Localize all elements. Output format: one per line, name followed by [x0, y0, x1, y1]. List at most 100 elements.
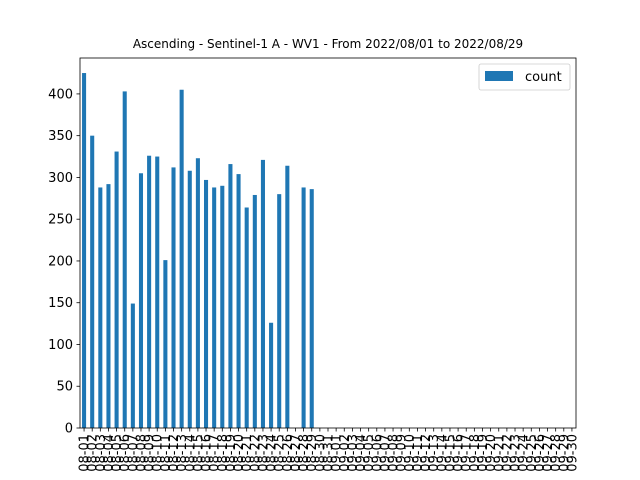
bar-08-12 — [171, 167, 176, 428]
x-tick-label: 08-03 — [94, 434, 109, 472]
y-tick-label: 50 — [56, 380, 73, 395]
x-tick-label: 09-02 — [338, 434, 353, 472]
x-tick-label: 08-20 — [232, 434, 247, 472]
x-tick-label: 09-26 — [533, 434, 548, 472]
legend-swatch — [485, 71, 513, 81]
x-tick-label: 08-13 — [175, 434, 190, 472]
y-tick-label: 100 — [48, 338, 73, 353]
bar-08-17 — [212, 187, 217, 428]
bar-08-28 — [301, 187, 306, 428]
x-tick-label: 09-05 — [362, 434, 377, 472]
x-tick-label: 08-17 — [208, 434, 223, 472]
legend: count — [478, 63, 571, 91]
y-tick-label: 350 — [48, 129, 73, 144]
x-tick-label: 08-30 — [313, 434, 328, 472]
x-tick-label: 08-09 — [143, 434, 158, 472]
bar-08-07 — [130, 303, 135, 428]
bar-08-20 — [236, 174, 241, 428]
x-tick-label: 08-23 — [256, 434, 271, 472]
x-tick-label: 08-19 — [224, 434, 239, 472]
bar-08-01 — [82, 73, 87, 428]
y-tick-label: 300 — [48, 171, 73, 186]
legend-label: count — [525, 70, 562, 85]
x-tick-label: 09-07 — [378, 434, 393, 472]
bar-08-10 — [155, 156, 160, 428]
x-tick-label: 09-14 — [435, 434, 450, 472]
x-tick-label: 09-21 — [492, 434, 507, 472]
x-tick-label: 08-29 — [305, 434, 320, 472]
x-tick-label: 09-18 — [468, 434, 483, 472]
x-tick-label: 09-15 — [443, 434, 458, 472]
x-tick-label: 08-11 — [159, 434, 174, 472]
x-tick-label: 08-08 — [134, 434, 149, 472]
bar-08-03 — [98, 187, 103, 428]
bar-08-29 — [309, 189, 314, 428]
x-tick-label: 09-04 — [354, 434, 369, 472]
x-tick-label: 09-25 — [525, 434, 540, 472]
x-tick-label: 09-27 — [541, 434, 556, 472]
x-tick-label: 09-10 — [403, 434, 418, 472]
y-tick-label: 250 — [48, 213, 73, 228]
bar-08-04 — [106, 184, 111, 428]
y-tick-label: 400 — [48, 87, 73, 102]
x-tick-label: 08-07 — [126, 434, 141, 472]
x-tick-label: 08-28 — [297, 434, 312, 472]
x-tick-label: 09-24 — [517, 434, 532, 472]
x-tick-label: 08-25 — [273, 434, 288, 472]
x-tick-label: 08-15 — [191, 434, 206, 472]
x-tick-label: 09-13 — [427, 434, 442, 472]
x-tick-label: 08-14 — [183, 434, 198, 472]
bar-08-21 — [244, 207, 249, 428]
x-tick-label: 09-17 — [460, 434, 475, 472]
bar-08-14 — [187, 170, 192, 428]
bars-group — [82, 73, 314, 429]
bar-08-08 — [138, 173, 144, 428]
legend-box — [478, 63, 571, 91]
chart-title: Ascending - Sentinel-1 A - WV1 - From 20… — [133, 37, 523, 51]
x-tick-label: 09-29 — [557, 434, 572, 472]
y-axis-ticks: 0 50 100 150 200 250 300 350 400 — [48, 87, 80, 437]
bar-08-18 — [220, 185, 225, 428]
bar-08-25 — [277, 194, 282, 428]
x-tick-label: 08-22 — [248, 434, 263, 472]
x-tick-label: 09-06 — [370, 434, 385, 472]
bar-08-23 — [260, 159, 265, 428]
x-tick-label: 09-20 — [484, 434, 499, 472]
x-tick-label: 09-12 — [419, 434, 434, 472]
bar-08-24 — [269, 322, 274, 428]
x-tick-label: 08-10 — [151, 434, 166, 472]
x-tick-label: 09-01 — [330, 434, 345, 472]
x-tick-label: 08-18 — [216, 434, 231, 472]
bar-08-22 — [252, 194, 257, 428]
bar-08-26 — [285, 165, 290, 428]
bar-08-19 — [228, 164, 233, 428]
bar-08-13 — [179, 89, 184, 428]
y-tick-label: 150 — [48, 296, 73, 311]
x-tick-label: 09-22 — [500, 434, 515, 472]
x-tick-label: 08-21 — [240, 434, 255, 472]
x-tick-label: 08-06 — [118, 434, 133, 472]
x-tick-label: 09-23 — [509, 434, 524, 472]
x-tick-label: 08-01 — [78, 434, 93, 472]
x-tick-label: 08-05 — [110, 434, 125, 472]
bar-08-15 — [195, 158, 200, 428]
x-tick-label: 08-04 — [102, 434, 117, 472]
x-tick-label: 09-03 — [346, 434, 361, 472]
x-tick-label: 09-30 — [565, 434, 580, 472]
x-tick-label: 09-09 — [395, 434, 410, 472]
x-tick-label: 08-16 — [200, 434, 215, 472]
bar-08-11 — [163, 260, 168, 428]
bar-08-16 — [204, 179, 209, 428]
bar-08-09 — [147, 155, 152, 428]
x-tick-label: 08-02 — [86, 434, 101, 472]
y-tick-label: 0 — [65, 422, 73, 437]
x-tick-label: 09-16 — [452, 434, 467, 472]
bar-08-06 — [122, 91, 127, 429]
x-tick-label: 08-24 — [265, 434, 280, 472]
x-tick-label: 09-08 — [387, 434, 402, 472]
x-tick-label: 09-19 — [476, 434, 491, 472]
bar-08-05 — [114, 151, 119, 429]
x-tick-label: 08-12 — [167, 434, 182, 472]
bar-08-02 — [90, 135, 95, 429]
